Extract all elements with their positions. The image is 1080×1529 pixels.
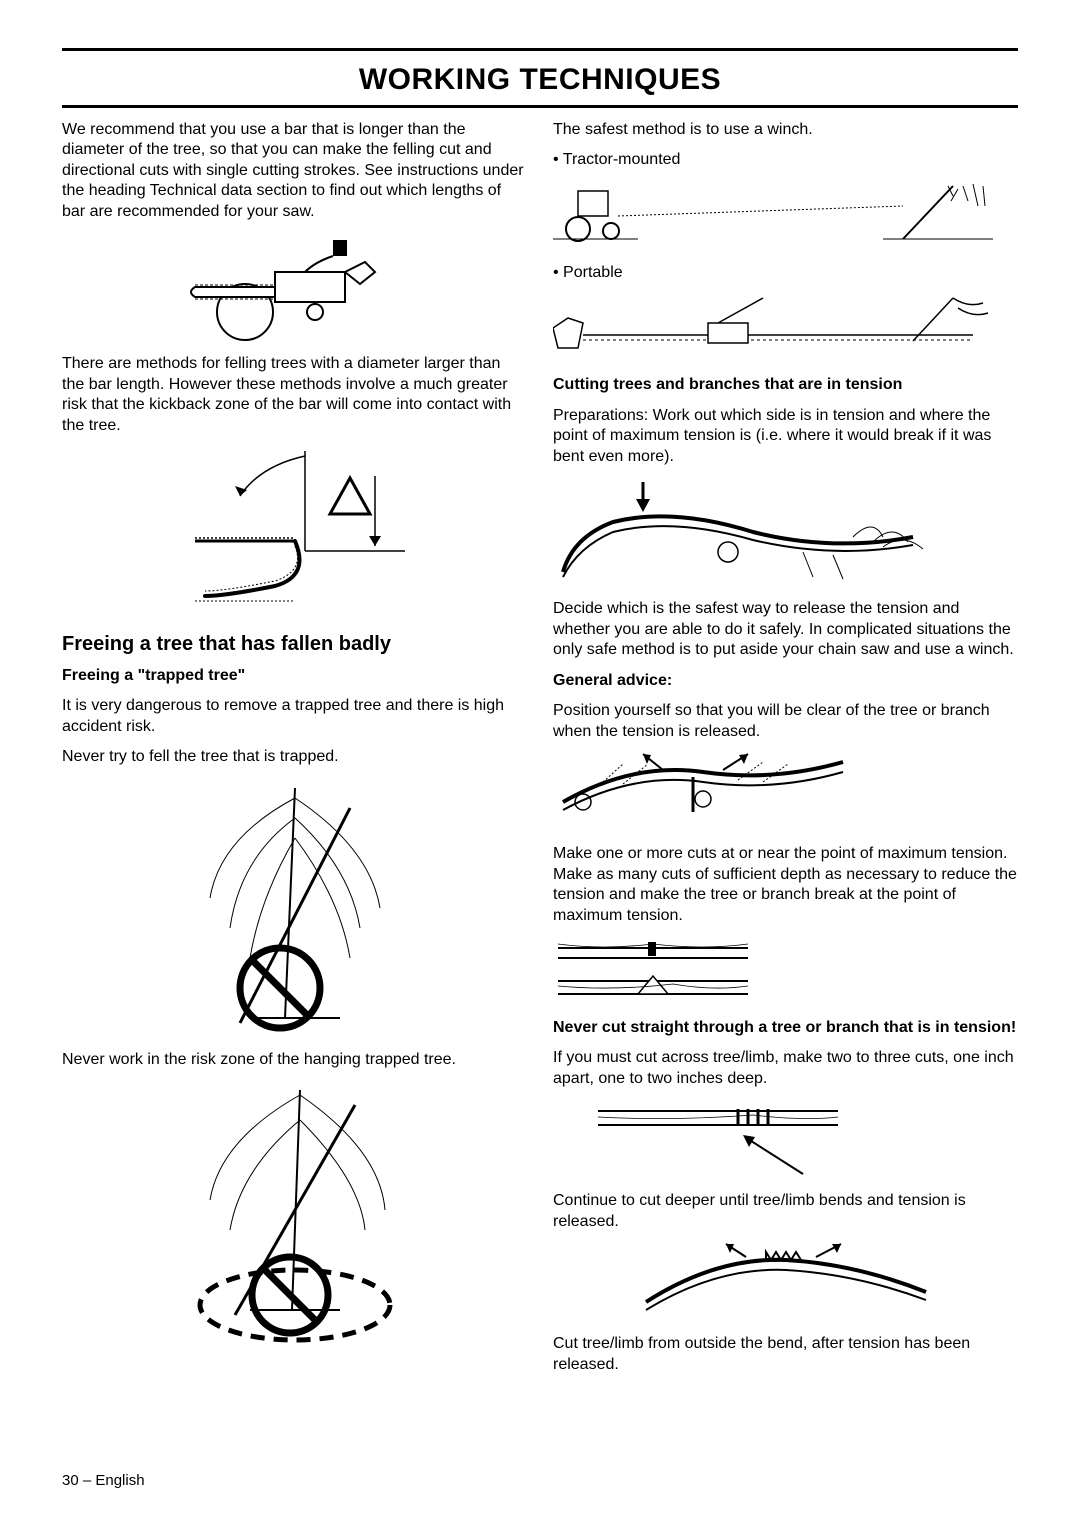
tension-point-icon	[553, 477, 933, 587]
fig-bar-length	[62, 232, 527, 342]
kickback-diagram-icon	[165, 446, 425, 616]
risk-zone-prohibit-icon	[180, 1080, 410, 1350]
body-text: We recommend that you use a bar that is …	[62, 120, 527, 222]
fig-risk-zone-prohibit	[62, 1080, 527, 1350]
fig-trapped-tree-prohibit	[62, 778, 527, 1038]
body-text: It is very dangerous to remove a trapped…	[62, 696, 527, 737]
bold-label: General advice:	[553, 671, 1018, 691]
trapped-tree-prohibit-icon	[190, 778, 400, 1038]
fig-tractor-winch	[553, 181, 1018, 251]
body-text: Continue to cut deeper until tree/limb b…	[553, 1191, 1018, 1232]
body-text: Make one or more cuts at or near the poi…	[553, 844, 1018, 926]
deep-cuts-icon	[636, 1242, 936, 1322]
right-column: The safest method is to use a winch. Tra…	[553, 120, 1018, 1385]
body-text: Never try to fell the tree that is trapp…	[62, 747, 527, 767]
two-column-body: We recommend that you use a bar that is …	[62, 120, 1018, 1385]
fig-kickback-risk	[62, 446, 527, 616]
left-column: We recommend that you use a bar that is …	[62, 120, 527, 1385]
title-rule	[62, 105, 1018, 108]
body-text: Preparations: Work out which side is in …	[553, 406, 1018, 467]
multi-cuts-icon	[593, 1099, 843, 1179]
portable-winch-icon	[553, 293, 993, 363]
bold-label: Cutting trees and branches that are in t…	[553, 375, 1018, 395]
subheading: Freeing a tree that has fallen badly	[62, 632, 527, 658]
body-text: The safest method is to use a winch.	[553, 120, 1018, 140]
release-position-icon	[553, 752, 853, 832]
top-rule	[62, 48, 1018, 51]
fig-notch-views	[553, 936, 1018, 1006]
body-text: Decide which is the safest way to releas…	[553, 599, 1018, 660]
manual-page: WORKING TECHNIQUES We recommend that you…	[0, 0, 1080, 1529]
fig-multi-cuts	[593, 1099, 1018, 1179]
body-text: Never work in the risk zone of the hangi…	[62, 1050, 527, 1070]
chainsaw-diagram-icon	[165, 232, 425, 342]
tractor-winch-icon	[553, 181, 993, 251]
page-title: WORKING TECHNIQUES	[62, 57, 1018, 105]
fig-release-position	[553, 752, 1018, 832]
body-text: If you must cut across tree/limb, make t…	[553, 1048, 1018, 1089]
body-text: Position yourself so that you will be cl…	[553, 701, 1018, 742]
fig-deep-cuts	[553, 1242, 1018, 1322]
bold-label: Never cut straight through a tree or bra…	[553, 1018, 1018, 1038]
bold-label: Freeing a "trapped tree"	[62, 666, 527, 686]
fig-tension-point	[553, 477, 1018, 587]
bullet-item: Portable	[553, 263, 1018, 283]
bullet-item: Tractor-mounted	[553, 150, 1018, 170]
body-text: Cut tree/limb from outside the bend, aft…	[553, 1334, 1018, 1375]
body-text: There are methods for felling trees with…	[62, 354, 527, 436]
page-footer: 30 – English	[62, 1472, 145, 1489]
notch-views-icon	[553, 936, 753, 1006]
fig-portable-winch	[553, 293, 1018, 363]
